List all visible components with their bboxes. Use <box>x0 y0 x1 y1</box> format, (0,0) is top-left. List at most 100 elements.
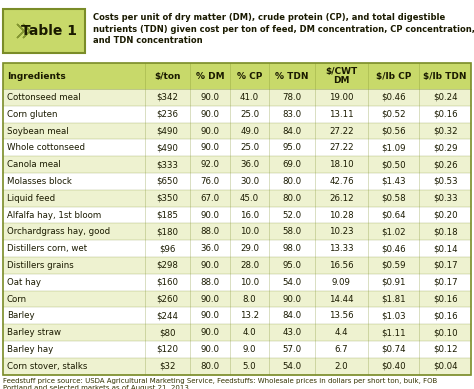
Text: $80: $80 <box>159 328 176 337</box>
Text: Liquid feed: Liquid feed <box>7 194 55 203</box>
Text: 90.0: 90.0 <box>201 345 219 354</box>
Text: 90.0: 90.0 <box>201 143 219 152</box>
Text: Ingredients: Ingredients <box>7 72 66 81</box>
Text: 27.22: 27.22 <box>329 143 354 152</box>
FancyBboxPatch shape <box>3 63 471 89</box>
Text: 13.2: 13.2 <box>240 311 259 320</box>
Text: 88.0: 88.0 <box>201 278 219 287</box>
Text: $0.32: $0.32 <box>433 126 457 135</box>
FancyBboxPatch shape <box>3 190 471 207</box>
Text: 10.0: 10.0 <box>240 278 259 287</box>
Text: 52.0: 52.0 <box>283 210 302 219</box>
Polygon shape <box>17 24 24 38</box>
Text: Barley hay: Barley hay <box>7 345 53 354</box>
FancyBboxPatch shape <box>3 89 471 106</box>
FancyBboxPatch shape <box>3 358 471 375</box>
FancyBboxPatch shape <box>3 156 471 173</box>
Text: $1.09: $1.09 <box>382 143 406 152</box>
Text: 90.0: 90.0 <box>283 294 301 303</box>
Text: $0.33: $0.33 <box>433 194 457 203</box>
Text: Barley straw: Barley straw <box>7 328 61 337</box>
Text: 13.11: 13.11 <box>329 110 354 119</box>
Text: $0.64: $0.64 <box>381 210 406 219</box>
FancyBboxPatch shape <box>3 307 471 324</box>
Text: Canola meal: Canola meal <box>7 160 61 169</box>
Text: $0.58: $0.58 <box>381 194 406 203</box>
Text: 13.33: 13.33 <box>329 244 354 253</box>
Text: 45.0: 45.0 <box>240 194 259 203</box>
Text: $0.14: $0.14 <box>433 244 457 253</box>
Text: 27.22: 27.22 <box>329 126 354 135</box>
Text: 98.0: 98.0 <box>283 244 301 253</box>
Text: $/CWT
DM: $/CWT DM <box>325 67 357 85</box>
Text: $96: $96 <box>159 244 175 253</box>
Text: 41.0: 41.0 <box>240 93 259 102</box>
Polygon shape <box>23 24 30 38</box>
FancyBboxPatch shape <box>3 223 471 240</box>
Text: Oat hay: Oat hay <box>7 278 41 287</box>
FancyBboxPatch shape <box>3 139 471 156</box>
Text: 18.10: 18.10 <box>329 160 354 169</box>
Text: $0.50: $0.50 <box>381 160 406 169</box>
Text: 9.09: 9.09 <box>332 278 351 287</box>
FancyBboxPatch shape <box>3 341 471 358</box>
Text: 69.0: 69.0 <box>283 160 301 169</box>
Text: $0.10: $0.10 <box>433 328 457 337</box>
FancyBboxPatch shape <box>3 173 471 190</box>
Text: $/lb CP: $/lb CP <box>376 72 411 81</box>
Text: $0.52: $0.52 <box>381 110 406 119</box>
Text: $0.46: $0.46 <box>381 244 406 253</box>
Text: 6.7: 6.7 <box>335 345 348 354</box>
Text: $1.11: $1.11 <box>381 328 406 337</box>
Text: Corn stover, stalks: Corn stover, stalks <box>7 362 87 371</box>
Text: 8.0: 8.0 <box>243 294 256 303</box>
Text: 90.0: 90.0 <box>201 210 219 219</box>
Text: $0.26: $0.26 <box>433 160 457 169</box>
Text: Feedstuff price source: USDA Agricultural Marketing Service, Feedstuffs: Wholesa: Feedstuff price source: USDA Agricultura… <box>3 378 437 389</box>
Text: 95.0: 95.0 <box>283 143 301 152</box>
Text: 84.0: 84.0 <box>283 311 302 320</box>
Text: $160: $160 <box>156 278 178 287</box>
Text: 90.0: 90.0 <box>201 110 219 119</box>
Text: $0.16: $0.16 <box>433 294 457 303</box>
Text: 28.0: 28.0 <box>240 261 259 270</box>
Text: 43.0: 43.0 <box>283 328 302 337</box>
Text: $/ton: $/ton <box>154 72 181 81</box>
Text: $0.16: $0.16 <box>433 110 457 119</box>
Text: 90.0: 90.0 <box>201 328 219 337</box>
Text: 29.0: 29.0 <box>240 244 259 253</box>
Text: 90.0: 90.0 <box>201 126 219 135</box>
Text: $236: $236 <box>156 110 178 119</box>
Text: $0.91: $0.91 <box>382 278 406 287</box>
Text: 26.12: 26.12 <box>329 194 354 203</box>
Text: $0.17: $0.17 <box>433 278 457 287</box>
Text: 10.28: 10.28 <box>329 210 354 219</box>
Text: Costs per unit of dry matter (DM), crude protein (CP), and total digestible
nutr: Costs per unit of dry matter (DM), crude… <box>93 13 474 45</box>
Text: 2.0: 2.0 <box>335 362 348 371</box>
Text: $0.18: $0.18 <box>433 227 457 236</box>
Text: $0.24: $0.24 <box>433 93 457 102</box>
Text: $120: $120 <box>156 345 178 354</box>
Text: $0.59: $0.59 <box>382 261 406 270</box>
Text: 25.0: 25.0 <box>240 143 259 152</box>
Text: 88.0: 88.0 <box>201 227 219 236</box>
Text: $0.56: $0.56 <box>381 126 406 135</box>
Text: Orchardgrass hay, good: Orchardgrass hay, good <box>7 227 110 236</box>
FancyBboxPatch shape <box>3 291 471 307</box>
Text: $0.16: $0.16 <box>433 311 457 320</box>
Text: 19.00: 19.00 <box>329 93 354 102</box>
Text: Distillers grains: Distillers grains <box>7 261 74 270</box>
Text: Barley: Barley <box>7 311 35 320</box>
Text: $1.81: $1.81 <box>381 294 406 303</box>
Text: $342: $342 <box>156 93 178 102</box>
Text: $298: $298 <box>156 261 178 270</box>
Text: 54.0: 54.0 <box>283 278 302 287</box>
Text: $333: $333 <box>156 160 178 169</box>
Text: 80.0: 80.0 <box>201 362 219 371</box>
Text: 80.0: 80.0 <box>283 177 302 186</box>
FancyBboxPatch shape <box>3 324 471 341</box>
Text: Corn: Corn <box>7 294 27 303</box>
Text: 9.0: 9.0 <box>243 345 256 354</box>
Text: 90.0: 90.0 <box>201 93 219 102</box>
Text: 67.0: 67.0 <box>201 194 219 203</box>
